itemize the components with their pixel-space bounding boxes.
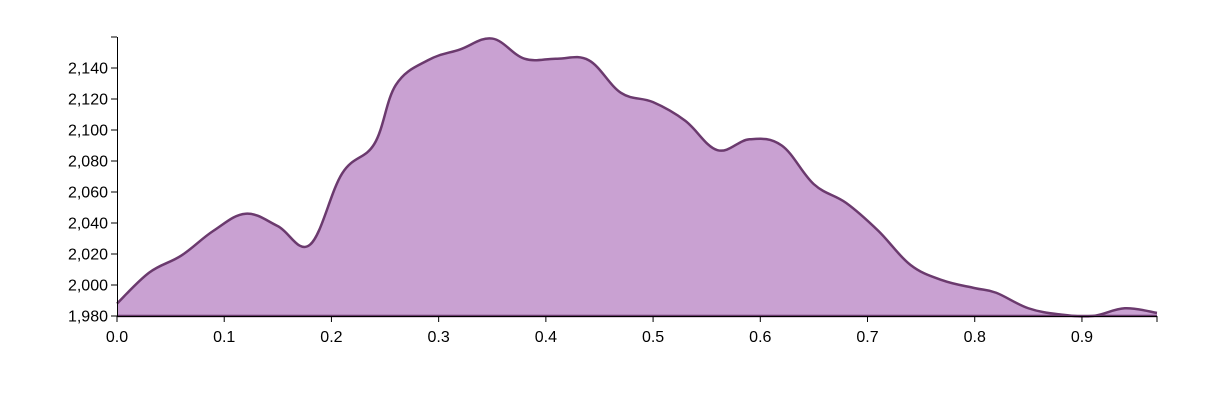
y-tick-label: 2,140: [68, 61, 108, 78]
y-tick-label: 1,980: [68, 309, 108, 326]
x-tick-label: 0.8: [964, 329, 986, 346]
x-axis: 0.0 0.1 0.2 0.3 0.4 0.5 0.6 0.7 0.8 0.9: [106, 316, 1158, 346]
y-tick-label: 2,000: [68, 278, 108, 295]
y-tick-label: 2,040: [68, 216, 108, 233]
x-tick-label: 0.6: [749, 329, 771, 346]
x-tick-label: 0.7: [856, 329, 878, 346]
y-axis: 1,980 2,000 2,020 2,040 2,060 2,080 2,100 2,120…: [68, 36, 118, 326]
x-tick-label: 0.2: [320, 329, 342, 346]
y-tick-label: 2,080: [68, 154, 108, 171]
x-tick-label: 0.1: [213, 329, 235, 346]
y-tick-label: 2,100: [68, 123, 108, 140]
x-tick-label: 0.0: [106, 329, 128, 346]
x-tick-label: 0.5: [642, 329, 664, 346]
plot-area: [116, 37, 1158, 318]
x-tick-label: 0.9: [1071, 329, 1093, 346]
x-tick-label: 0.3: [428, 329, 450, 346]
area-line-series-0: [116, 37, 1158, 318]
y-tick-label: 2,060: [68, 185, 108, 202]
x-tick-label: 0.4: [535, 329, 557, 346]
y-tick-label: 2,020: [68, 247, 108, 264]
area-fill-series-0: [117, 38, 1157, 317]
y-tick-label: 2,120: [68, 92, 108, 109]
